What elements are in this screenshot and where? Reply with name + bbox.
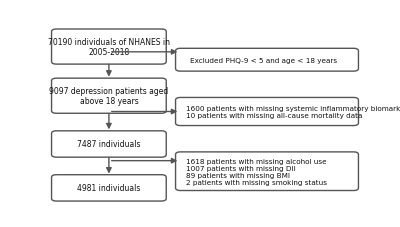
FancyBboxPatch shape: [176, 152, 358, 191]
FancyBboxPatch shape: [176, 49, 358, 72]
Text: 70190 individuals of NHANES in
2005-2018: 70190 individuals of NHANES in 2005-2018: [48, 38, 170, 57]
FancyBboxPatch shape: [52, 79, 166, 114]
Text: 1600 patients with missing systemic inflammatory biomarkers
10 patients with mis: 1600 patients with missing systemic infl…: [186, 106, 400, 118]
Text: 1618 patients with missing alcohol use
1007 patients with missing DII
89 patient: 1618 patients with missing alcohol use 1…: [186, 158, 327, 185]
FancyBboxPatch shape: [52, 175, 166, 201]
Text: 7487 individuals: 7487 individuals: [77, 140, 141, 149]
Text: Excluded PHQ-9 < 5 and age < 18 years: Excluded PHQ-9 < 5 and age < 18 years: [190, 57, 337, 63]
FancyBboxPatch shape: [52, 30, 166, 65]
Text: 9097 depression patients aged
above 18 years: 9097 depression patients aged above 18 y…: [49, 87, 168, 106]
Text: 4981 individuals: 4981 individuals: [77, 184, 140, 192]
FancyBboxPatch shape: [52, 131, 166, 158]
FancyBboxPatch shape: [176, 98, 358, 126]
